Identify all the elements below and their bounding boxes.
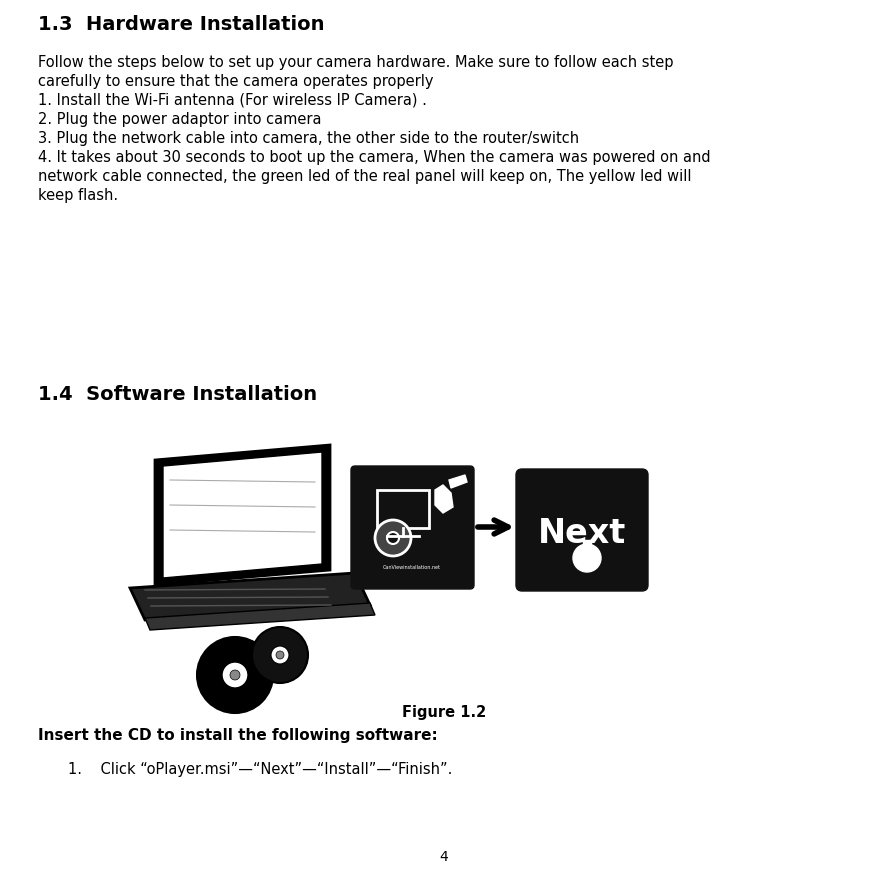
Text: network cable connected, the green led of the real panel will keep on, The yello: network cable connected, the green led o… — [38, 169, 692, 184]
Text: Insert the CD to install the following software:: Insert the CD to install the following s… — [38, 728, 438, 743]
Polygon shape — [449, 475, 467, 488]
Text: Figure 1.2: Figure 1.2 — [402, 705, 486, 720]
Polygon shape — [145, 603, 375, 630]
Text: 1.4  Software Installation: 1.4 Software Installation — [38, 385, 317, 404]
FancyBboxPatch shape — [516, 469, 648, 591]
Circle shape — [222, 662, 248, 688]
Text: keep flash.: keep flash. — [38, 188, 118, 203]
Text: Next: Next — [538, 517, 626, 550]
Circle shape — [276, 651, 284, 659]
Text: CanViewinstallation.net: CanViewinstallation.net — [383, 565, 441, 570]
Circle shape — [375, 520, 411, 556]
Circle shape — [387, 532, 399, 544]
Circle shape — [271, 646, 289, 664]
Text: carefully to ensure that the camera operates properly: carefully to ensure that the camera oper… — [38, 74, 433, 89]
Polygon shape — [130, 573, 370, 620]
Text: 4: 4 — [440, 850, 448, 864]
Circle shape — [230, 670, 240, 680]
Polygon shape — [435, 485, 453, 513]
Text: 1.3  Hardware Installation: 1.3 Hardware Installation — [38, 15, 324, 34]
Text: 1. Install the Wi-Fi antenna (For wireless IP Camera) .: 1. Install the Wi-Fi antenna (For wirele… — [38, 93, 427, 108]
Circle shape — [573, 544, 601, 572]
Text: 2. Plug the power adaptor into camera: 2. Plug the power adaptor into camera — [38, 112, 321, 127]
Text: 4. It takes about 30 seconds to boot up the camera, When the camera was powered : 4. It takes about 30 seconds to boot up … — [38, 150, 710, 165]
FancyBboxPatch shape — [351, 466, 474, 589]
Text: Follow the steps below to set up your camera hardware. Make sure to follow each : Follow the steps below to set up your ca… — [38, 55, 673, 70]
Text: 1.    Click “oPlayer.msi”—“Next”—“Install”—“Finish”.: 1. Click “oPlayer.msi”—“Next”—“Install”—… — [68, 762, 452, 777]
Circle shape — [252, 627, 308, 683]
Polygon shape — [163, 452, 322, 578]
Polygon shape — [583, 540, 591, 560]
Circle shape — [197, 637, 273, 713]
Text: 3. Plug the network cable into camera, the other side to the router/switch: 3. Plug the network cable into camera, t… — [38, 131, 579, 146]
Polygon shape — [155, 445, 330, 585]
